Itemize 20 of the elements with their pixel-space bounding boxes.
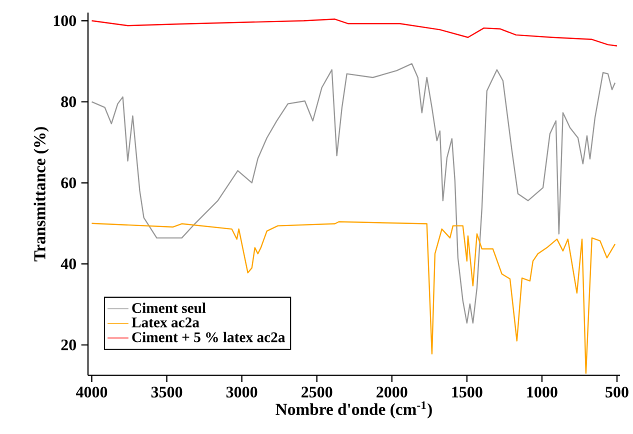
x-tick-label: 3000 [226, 386, 258, 398]
y-tick-label: 80 [61, 96, 76, 108]
legend-label: Latex ac2a [132, 318, 200, 328]
y-axis-title: Transmittance (%) [34, 127, 49, 262]
y-tick-label: 60 [61, 177, 76, 188]
y-tick-label: 40 [60, 258, 76, 270]
x-tick-label: 1500 [452, 386, 482, 398]
x-tick-label: 500 [606, 386, 628, 398]
y-tick-label: 100 [54, 15, 76, 26]
x-axis-title: Nombre d'onde (cm$^{-1}$) [276, 401, 432, 418]
line-series [91, 18, 618, 46]
x-tick-label: 3500 [151, 386, 182, 398]
x-tick-label: 2500 [302, 386, 332, 398]
x-tick-label: 4000 [76, 386, 108, 398]
x-tick-label: 1000 [527, 386, 558, 398]
legend-label: Ciment seul [132, 302, 206, 314]
x-tick-label: 2000 [376, 386, 408, 398]
line-series [91, 221, 616, 374]
y-tick-label: 20 [61, 340, 76, 350]
legend-label: Ciment + 5 % latex ac2a [132, 332, 286, 342]
